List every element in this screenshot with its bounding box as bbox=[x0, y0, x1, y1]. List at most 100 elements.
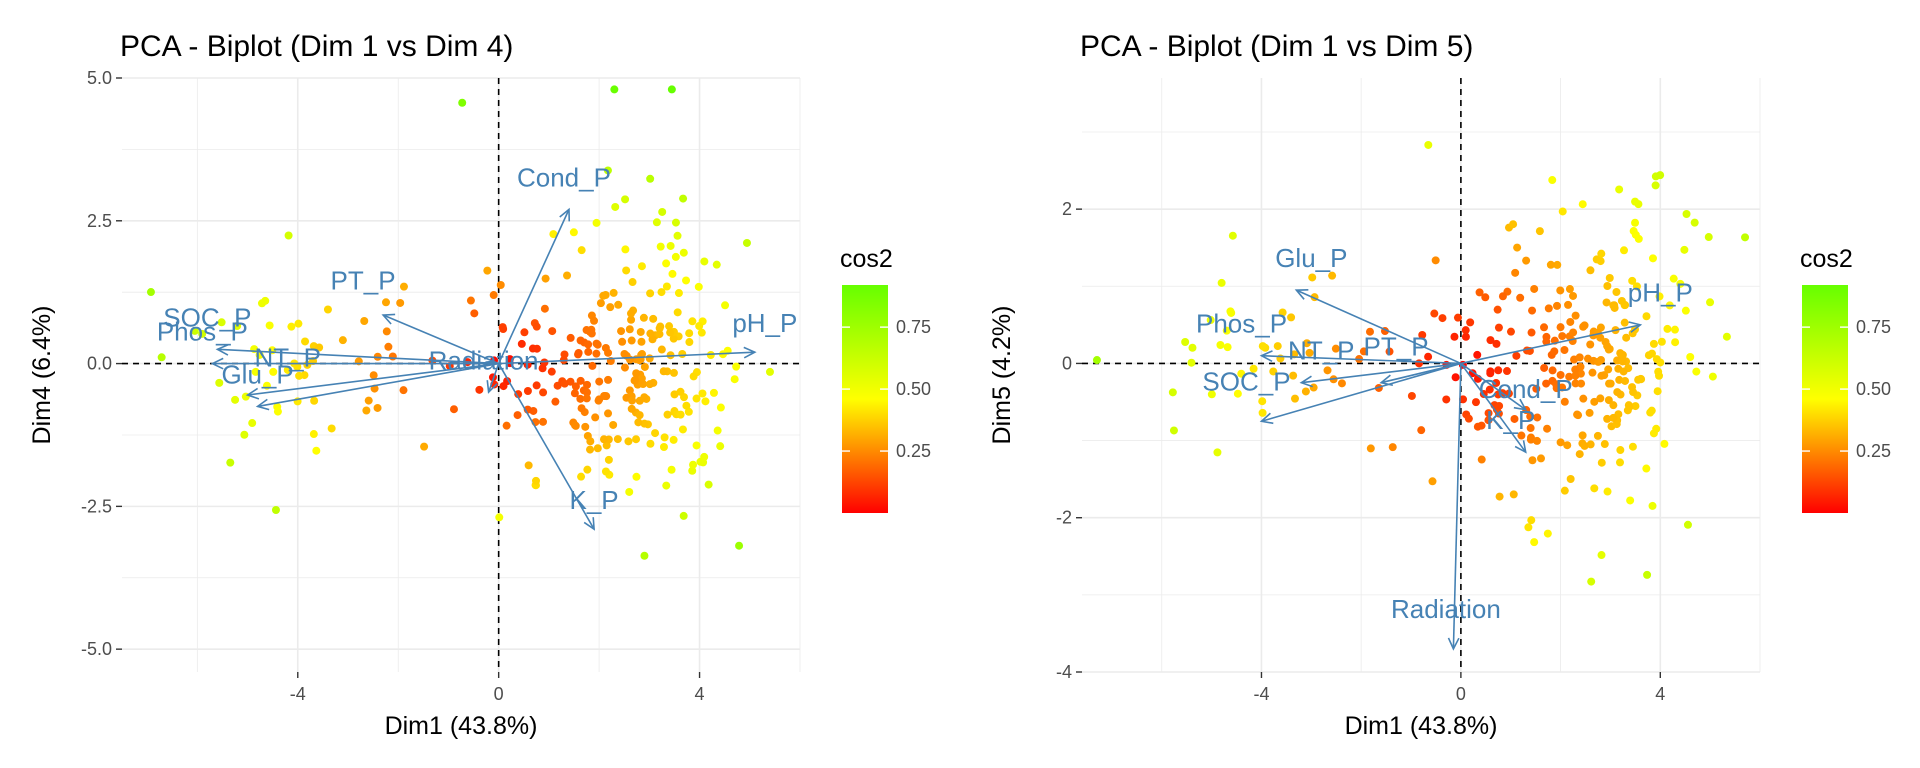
arrow-label: Phos_P bbox=[157, 317, 248, 347]
data-point bbox=[1583, 354, 1592, 363]
data-point bbox=[1722, 332, 1731, 341]
data-point bbox=[651, 429, 660, 438]
y-tick-label: 0 bbox=[1062, 353, 1072, 373]
data-point bbox=[1597, 371, 1606, 380]
data-point bbox=[287, 322, 296, 331]
data-point bbox=[684, 407, 693, 416]
arrow-label: Phos_P bbox=[1196, 309, 1287, 339]
data-point bbox=[624, 437, 633, 446]
data-point bbox=[657, 345, 666, 354]
data-point bbox=[1269, 367, 1278, 376]
legend-title: cos2 bbox=[840, 245, 893, 273]
data-point bbox=[1642, 464, 1651, 473]
data-point bbox=[1610, 303, 1619, 312]
data-point bbox=[669, 334, 678, 343]
data-point bbox=[646, 289, 655, 298]
data-point bbox=[732, 362, 741, 371]
data-point bbox=[670, 390, 679, 399]
y-tick-label: 0.0 bbox=[87, 354, 112, 374]
arrow-label: Radiation bbox=[429, 345, 539, 375]
data-point bbox=[659, 443, 668, 452]
arrow-head bbox=[245, 387, 260, 400]
data-point bbox=[1575, 353, 1584, 362]
data-point bbox=[679, 194, 688, 203]
data-point bbox=[269, 367, 278, 376]
data-point bbox=[620, 349, 629, 358]
data-point bbox=[382, 327, 391, 336]
data-point bbox=[574, 348, 583, 357]
data-point bbox=[1596, 356, 1605, 365]
data-point bbox=[1527, 328, 1536, 337]
data-point bbox=[1223, 343, 1232, 352]
data-point bbox=[571, 421, 580, 430]
data-point bbox=[1704, 233, 1713, 242]
x-tick-label: 0 bbox=[494, 684, 504, 704]
x-tick-label: -4 bbox=[290, 684, 306, 704]
data-point bbox=[520, 328, 529, 337]
legend-colorbar bbox=[842, 285, 888, 513]
arrow-head bbox=[1447, 637, 1460, 651]
data-point bbox=[248, 419, 257, 428]
data-point bbox=[1484, 409, 1493, 418]
data-point bbox=[1586, 440, 1595, 449]
data-point bbox=[1258, 397, 1267, 406]
data-point bbox=[384, 342, 393, 351]
data-point bbox=[1593, 431, 1602, 440]
data-point bbox=[1168, 388, 1177, 397]
data-point bbox=[1365, 327, 1374, 336]
data-point bbox=[640, 362, 649, 371]
data-point bbox=[1550, 347, 1559, 356]
data-point bbox=[625, 325, 634, 334]
data-point bbox=[547, 367, 556, 376]
data-point bbox=[1548, 176, 1557, 185]
data-point bbox=[640, 393, 649, 402]
data-point bbox=[1605, 273, 1614, 282]
data-point bbox=[1308, 273, 1317, 282]
data-point bbox=[563, 271, 572, 280]
data-point bbox=[581, 422, 590, 431]
arrow-Cond_P bbox=[1460, 362, 1527, 411]
y-tick-label: -4 bbox=[1056, 662, 1072, 682]
data-point bbox=[674, 289, 683, 298]
data-point bbox=[698, 389, 707, 398]
data-point bbox=[1442, 395, 1451, 404]
data-point bbox=[662, 259, 671, 268]
data-point bbox=[1323, 366, 1332, 375]
data-point bbox=[1558, 383, 1567, 392]
data-point bbox=[700, 452, 709, 461]
data-point bbox=[1603, 342, 1612, 351]
legend-cos2: cos2 0.25 0.50 0.75 bbox=[840, 245, 931, 513]
data-point bbox=[551, 397, 560, 406]
data-point bbox=[217, 318, 226, 327]
data-point bbox=[706, 350, 715, 359]
data-point bbox=[637, 337, 646, 346]
data-point bbox=[499, 382, 508, 391]
data-point bbox=[1579, 394, 1588, 403]
data-point bbox=[1228, 231, 1237, 240]
data-point bbox=[369, 371, 378, 380]
arrow-head bbox=[1299, 375, 1313, 388]
data-point bbox=[1577, 379, 1586, 388]
data-point bbox=[273, 402, 282, 411]
arrow-Cond_P bbox=[497, 209, 570, 364]
data-point bbox=[360, 317, 369, 326]
data-point bbox=[532, 476, 541, 485]
data-point bbox=[610, 85, 619, 94]
arrow-head bbox=[583, 517, 596, 531]
data-point bbox=[685, 338, 694, 347]
data-point bbox=[1692, 367, 1701, 376]
arrow-NT_P bbox=[247, 362, 499, 396]
data-point bbox=[1493, 305, 1502, 314]
data-point bbox=[1648, 254, 1657, 263]
data-point bbox=[576, 336, 585, 345]
data-point bbox=[1603, 487, 1612, 496]
data-point bbox=[517, 339, 526, 348]
data-point bbox=[532, 322, 541, 331]
data-point bbox=[1556, 323, 1565, 332]
arrow-label: Radiation bbox=[1391, 594, 1501, 624]
data-point bbox=[1494, 323, 1503, 332]
data-point bbox=[609, 288, 618, 297]
data-point bbox=[1233, 389, 1242, 398]
data-point bbox=[1569, 291, 1578, 300]
